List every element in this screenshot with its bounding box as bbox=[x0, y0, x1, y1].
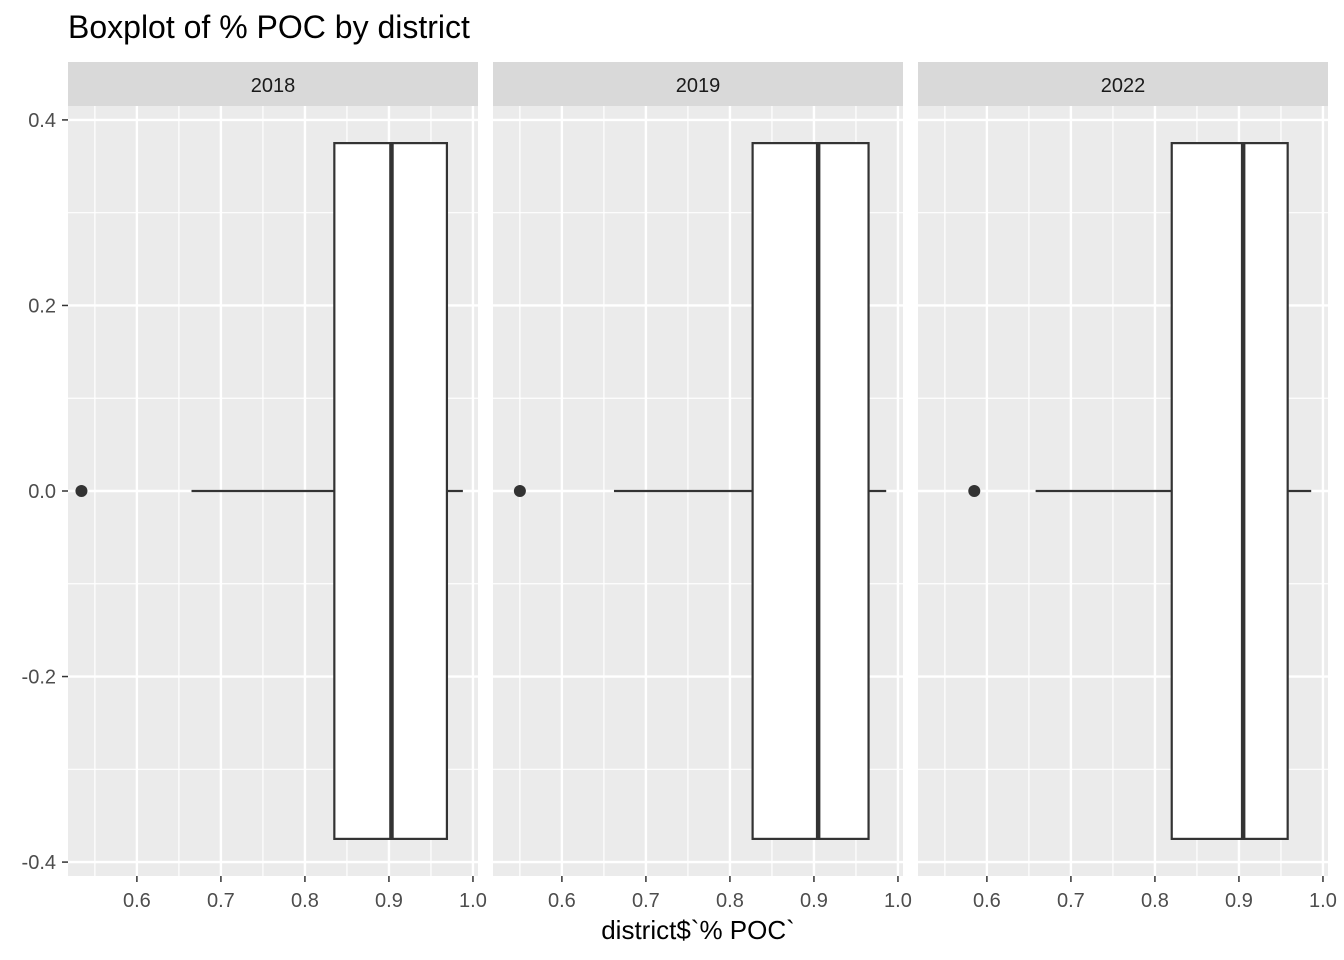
facet-strip bbox=[493, 62, 903, 106]
y-tick-label: -0.4 bbox=[22, 852, 56, 874]
x-tick-label: 1.0 bbox=[1309, 890, 1337, 912]
facet-panel-2018: 2018 0.6 0.7 0.8 0.9 1.0 bbox=[68, 62, 487, 912]
facet-strip-label: 2022 bbox=[1101, 75, 1146, 97]
x-tick-label: 1.0 bbox=[459, 890, 487, 912]
x-tick-label: 0.8 bbox=[1141, 890, 1169, 912]
x-tick-label: 0.7 bbox=[207, 890, 235, 912]
y-tick-label: -0.2 bbox=[22, 667, 56, 689]
facet-strip bbox=[918, 62, 1328, 106]
y-tick-label: 0.2 bbox=[28, 295, 56, 317]
facet-panel-2019: 2019 0.6 0.7 0.8 0.9 1.0 bbox=[493, 62, 912, 912]
x-tick-label: 0.6 bbox=[123, 890, 151, 912]
x-tick-label: 0.8 bbox=[716, 890, 744, 912]
x-tick-label: 0.6 bbox=[548, 890, 576, 912]
facet-strip bbox=[68, 62, 478, 106]
x-tick-label: 0.9 bbox=[375, 890, 403, 912]
box bbox=[751, 142, 870, 840]
x-axis-title: district$`% POC` bbox=[601, 915, 795, 945]
facet-strip-label: 2019 bbox=[676, 75, 721, 97]
x-tick-label: 0.9 bbox=[800, 890, 828, 912]
outlier-point bbox=[968, 485, 981, 497]
box bbox=[1170, 142, 1289, 840]
facet-strip-label: 2018 bbox=[251, 75, 296, 97]
facet-panel-2022: 2022 0.6 0.7 0.8 0.9 1.0 bbox=[918, 62, 1337, 912]
x-tick-label: 0.9 bbox=[1225, 890, 1253, 912]
chart-title: Boxplot of % POC by district bbox=[68, 9, 470, 45]
x-tick-label: 0.8 bbox=[291, 890, 319, 912]
outlier-point bbox=[75, 485, 88, 497]
y-tick-label: 0.0 bbox=[28, 481, 56, 503]
x-tick-label: 0.6 bbox=[973, 890, 1001, 912]
y-axis: -0.4 -0.2 0.0 0.2 0.4 bbox=[22, 110, 68, 874]
x-tick-label: 0.7 bbox=[632, 890, 660, 912]
outlier-point bbox=[513, 485, 526, 497]
y-tick-label: 0.4 bbox=[28, 110, 56, 132]
x-tick-label: 1.0 bbox=[884, 890, 912, 912]
x-tick-label: 0.7 bbox=[1057, 890, 1085, 912]
